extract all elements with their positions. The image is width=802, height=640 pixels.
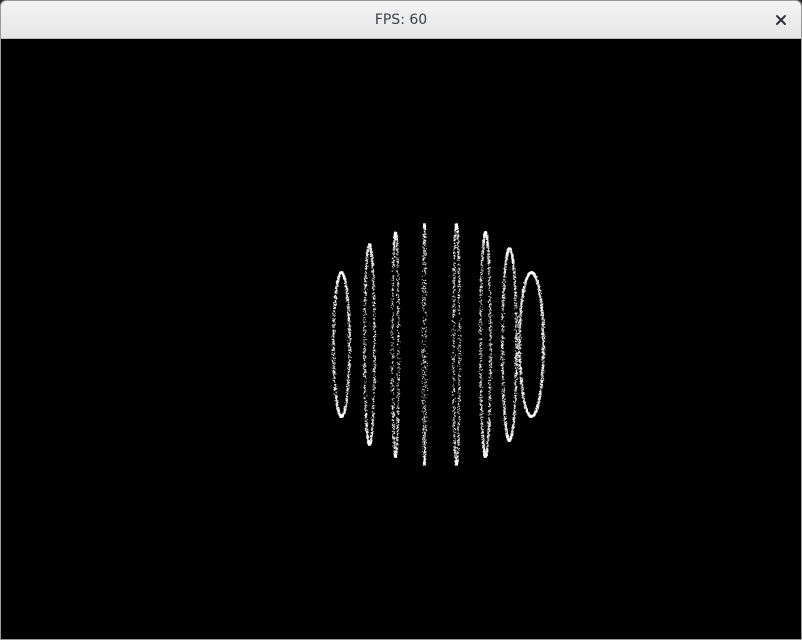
particle-ring	[362, 243, 377, 446]
particle-ring	[420, 223, 429, 466]
window-title: FPS: 60	[374, 12, 428, 28]
close-button[interactable]	[769, 8, 793, 32]
particle-ring	[331, 271, 352, 418]
title-bar[interactable]: FPS: 60	[1, 1, 801, 39]
particle-rings	[331, 223, 546, 466]
close-icon	[776, 15, 786, 25]
particle-sphere	[1, 39, 801, 639]
particle-ring	[500, 247, 519, 442]
particle-ring	[451, 223, 462, 466]
particle-ring	[478, 231, 493, 458]
particle-ring	[390, 231, 401, 458]
particle-ring	[517, 271, 546, 418]
render-canvas[interactable]	[1, 39, 801, 639]
